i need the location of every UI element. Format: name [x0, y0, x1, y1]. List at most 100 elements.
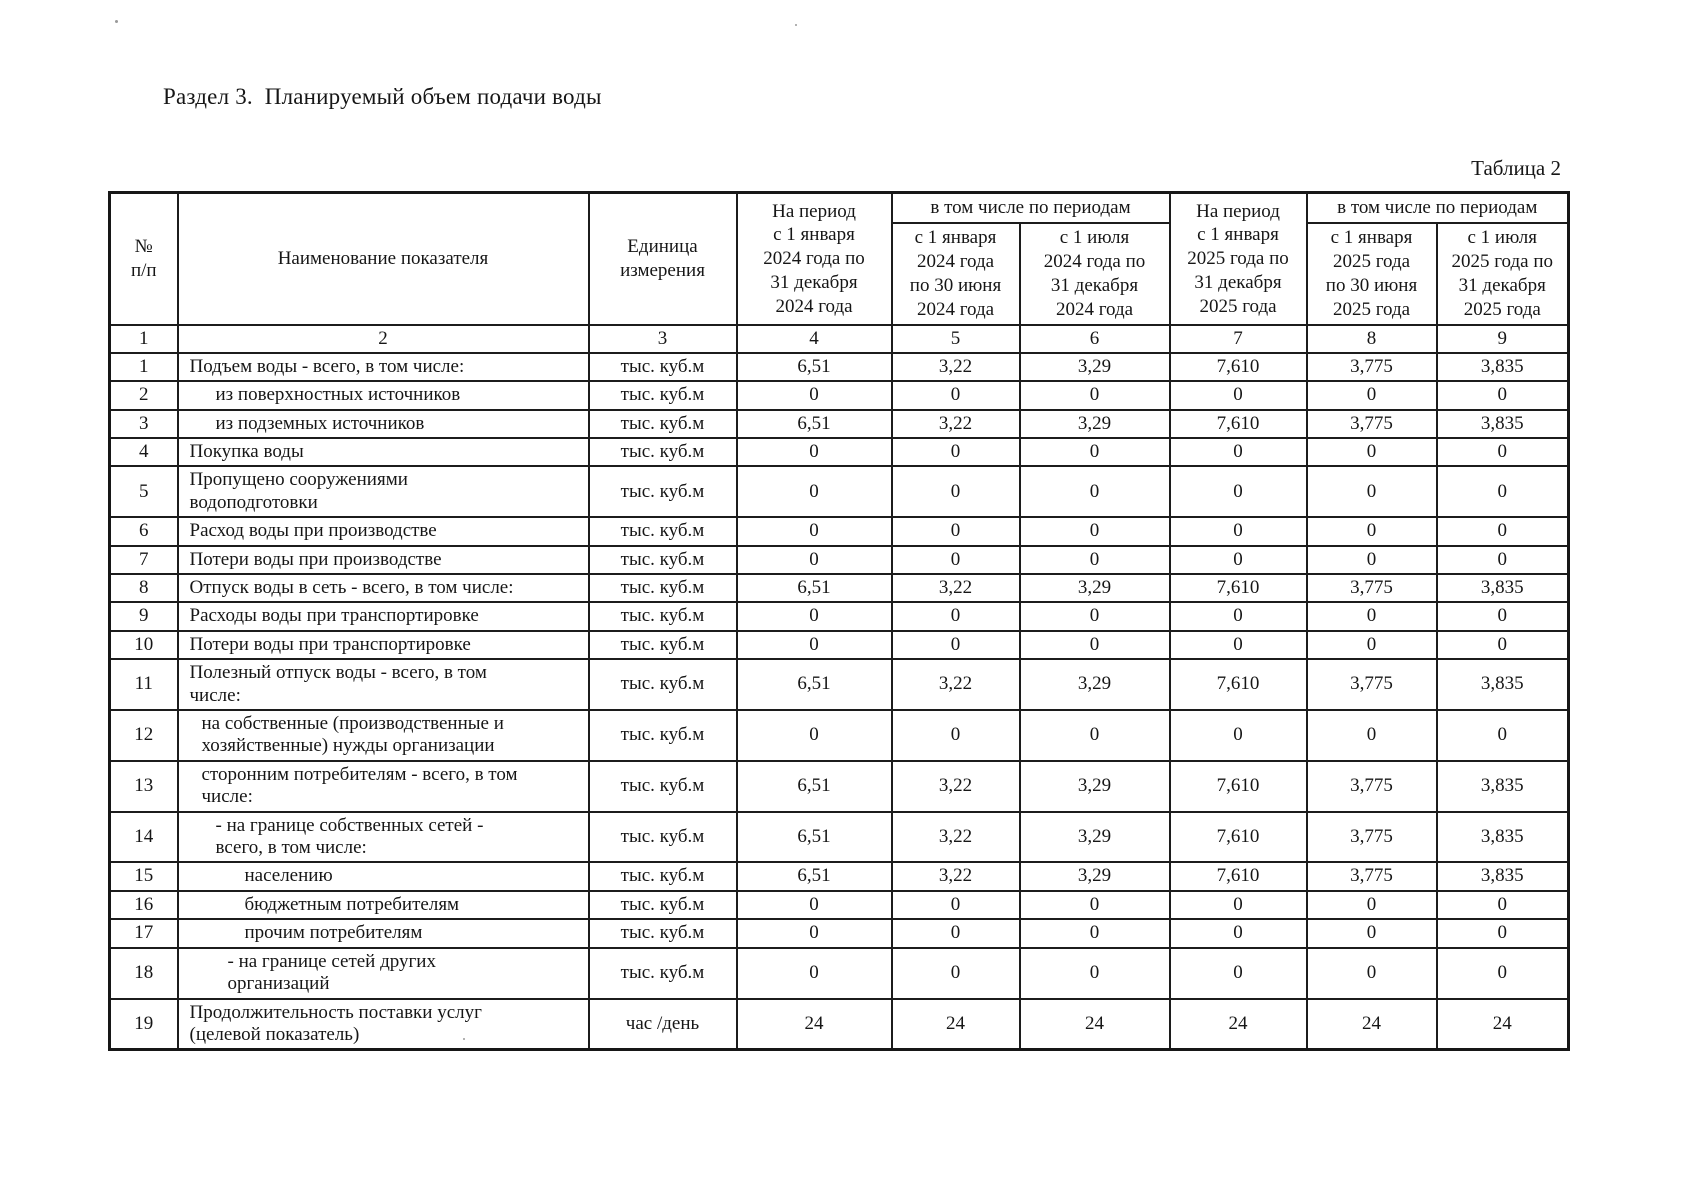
value-cell: 0: [890, 629, 1021, 661]
value-cell: 3,775: [1305, 810, 1438, 864]
value-cell: 0: [1018, 946, 1171, 1000]
value-cell: 0: [1018, 544, 1171, 576]
table-row: 2 из поверхностных источников тыс. куб.м 0 0…: [108, 380, 1570, 411]
value-cell: 0: [735, 465, 893, 519]
col-header-indicator-name: Наименование показателя: [176, 191, 590, 326]
value-cell: 3,835: [1435, 810, 1570, 864]
scan-speck: [115, 20, 118, 23]
indicator-name-cell: - на границе собственных сетей - всего, …: [176, 810, 590, 864]
table-row: 13 сторонним потребителям - всего, в том …: [108, 759, 1570, 813]
table-row: 4 Покупка воды тыс. куб.м 0 0 0 0 0 0: [108, 436, 1570, 468]
row-number-cell: 2: [108, 380, 179, 411]
row-number-cell: 3: [108, 408, 179, 439]
row-number-cell: 11: [108, 658, 179, 712]
table-row: 12 на собственные (производственные и хоз…: [108, 709, 1570, 762]
value-cell: 0: [1168, 918, 1308, 949]
value-cell: 0: [1435, 601, 1570, 632]
value-cell: 6,51: [735, 408, 893, 439]
indicator-name-cell: Потери воды при транспортировке: [176, 629, 590, 661]
value-cell: 24: [1168, 997, 1308, 1051]
indicator-name-cell: Покупка воды: [176, 436, 590, 468]
indicator-name-cell: Полезный отпуск воды - всего, в том числ…: [176, 658, 590, 712]
table-row: 14- на границе собственных сетей - всего…: [108, 810, 1570, 864]
value-cell: 0: [735, 436, 893, 468]
value-cell: 6,51: [735, 572, 893, 604]
column-number: 6: [1018, 323, 1171, 354]
column-number: 1: [108, 323, 179, 354]
value-cell: 0: [1168, 516, 1308, 547]
value-cell: 0: [890, 465, 1021, 519]
indicator-name-cell: прочим потребителям: [176, 918, 590, 949]
value-cell: 0: [735, 946, 893, 1000]
unit-cell: тыс. куб.м: [587, 946, 738, 1000]
unit-cell: тыс. куб.м: [587, 658, 738, 712]
value-cell: 7,610: [1168, 658, 1308, 712]
value-cell: 0: [1435, 516, 1570, 547]
unit-cell: тыс. куб.м: [587, 759, 738, 813]
scan-speck: [463, 1038, 465, 1040]
value-cell: 0: [890, 436, 1021, 468]
table-row: 3 из подземных источников тыс. куб.м 6,51 3,…: [108, 408, 1570, 439]
indicator-name-cell: Пропущено сооружениями водоподготовки: [176, 465, 590, 519]
column-number: 7: [1168, 323, 1308, 354]
col-header-2025-second-half: с 1 июля 2025 года по 31 декабря 2025 го…: [1435, 221, 1570, 326]
value-cell: 0: [890, 544, 1021, 576]
col-header-unit: Единица измерения: [587, 191, 738, 326]
column-number: 2: [176, 323, 590, 354]
value-cell: 0: [1435, 946, 1570, 1000]
table-row: 6 Расход воды при производстве тыс. куб.м 0…: [108, 516, 1570, 547]
unit-cell: тыс. куб.м: [587, 629, 738, 661]
unit-cell: тыс. куб.м: [587, 436, 738, 468]
indicator-name-cell: - на границе сетей других организаций: [176, 946, 590, 1000]
table-body: 1 Подъем воды - всего, в том числе: тыс. к…: [108, 351, 1570, 1051]
value-cell: 0: [1018, 465, 1171, 519]
indicator-name-cell: Продолжительность поставки услуг (целево…: [176, 997, 590, 1051]
unit-cell: тыс. куб.м: [587, 810, 738, 864]
row-number-cell: 8: [108, 572, 179, 604]
unit-cell: тыс. куб.м: [587, 516, 738, 547]
value-cell: 0: [1018, 709, 1171, 762]
value-cell: 0: [1168, 380, 1308, 411]
table-row: 19 Продолжительность поставки услуг (целе…: [108, 997, 1570, 1051]
value-cell: 3,835: [1435, 861, 1570, 892]
row-number-cell: 16: [108, 889, 179, 921]
value-cell: 0: [890, 380, 1021, 411]
row-number-cell: 4: [108, 436, 179, 468]
col-header-2025-first-half: с 1 января 2025 года по 30 июня 2025 год…: [1305, 221, 1438, 326]
value-cell: 7,610: [1168, 351, 1308, 383]
value-cell: 0: [1305, 709, 1438, 762]
indicator-name-cell: Расходы воды при транспортировке: [176, 601, 590, 632]
col-header-subperiods-2025: в том числе по периодам: [1305, 191, 1570, 224]
table-row: 8 Отпуск воды в сеть - всего, в том числе…: [108, 572, 1570, 604]
value-cell: 0: [1305, 465, 1438, 519]
value-cell: 0: [735, 889, 893, 921]
column-number: 8: [1305, 323, 1438, 354]
value-cell: 7,610: [1168, 408, 1308, 439]
table-row: 9 Расходы воды при транспортировке тыс. ку…: [108, 601, 1570, 632]
value-cell: 0: [735, 629, 893, 661]
value-cell: 0: [1305, 601, 1438, 632]
value-cell: 3,775: [1305, 572, 1438, 604]
unit-cell: тыс. куб.м: [587, 889, 738, 921]
col-header-row-number: № п/п: [108, 191, 179, 326]
unit-cell: тыс. куб.м: [587, 601, 738, 632]
value-cell: 24: [1018, 997, 1171, 1051]
value-cell: 3,29: [1018, 572, 1171, 604]
value-cell: 0: [1305, 516, 1438, 547]
water-supply-table: № п/п Наименование показателя Единица из…: [108, 191, 1570, 1052]
value-cell: 0: [1168, 544, 1308, 576]
table-header: № п/п Наименование показателя Единица из…: [108, 191, 1570, 354]
table-container: Таблица 2 № п/п Наименование показателя …: [108, 156, 1570, 1052]
value-cell: 3,22: [890, 810, 1021, 864]
value-cell: 0: [1168, 629, 1308, 661]
unit-cell: тыс. куб.м: [587, 918, 738, 949]
value-cell: 3,29: [1018, 351, 1171, 383]
indicator-name-cell: на собственные (производственные и хозяй…: [176, 709, 590, 762]
value-cell: 3,29: [1018, 810, 1171, 864]
unit-cell: тыс. куб.м: [587, 544, 738, 576]
value-cell: 7,610: [1168, 572, 1308, 604]
row-number-cell: 9: [108, 601, 179, 632]
unit-cell: тыс. куб.м: [587, 408, 738, 439]
unit-cell: тыс. куб.м: [587, 709, 738, 762]
value-cell: 3,835: [1435, 658, 1570, 712]
